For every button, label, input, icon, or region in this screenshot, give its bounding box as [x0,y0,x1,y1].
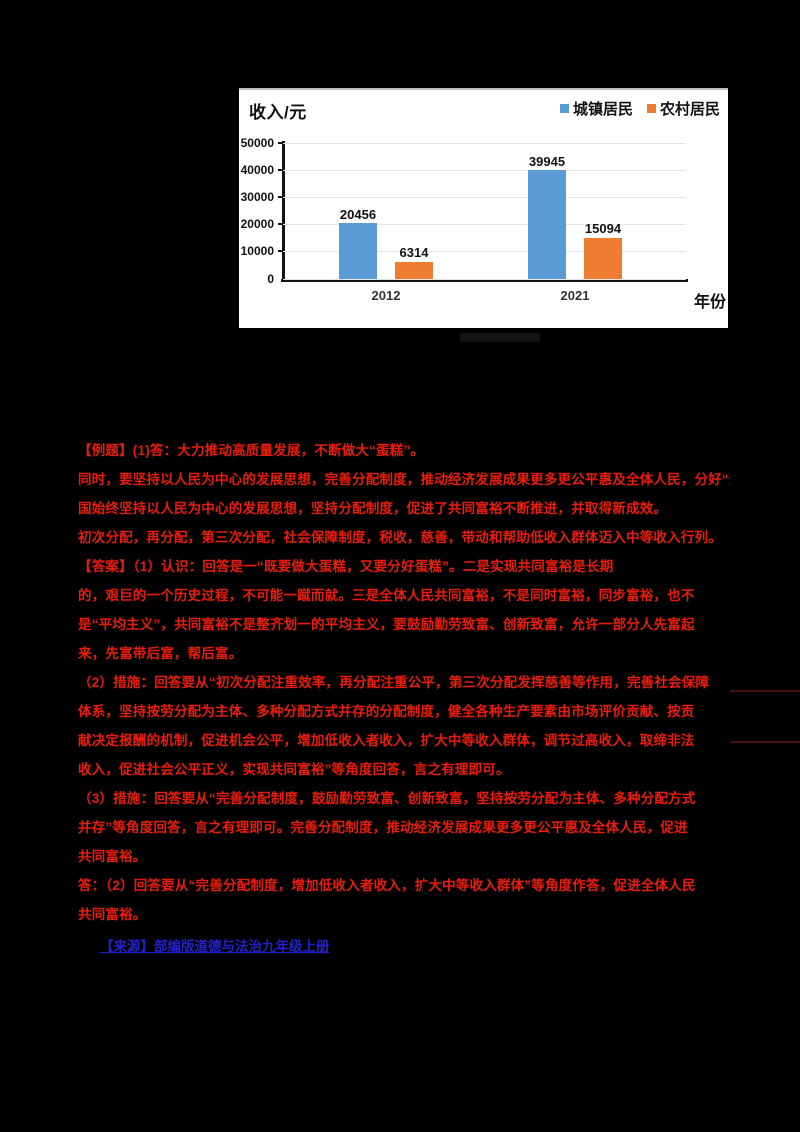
chart-y-tick-label: 50000 [240,136,274,150]
bar-rural-2021 [584,237,622,279]
chart-y-axis-title: 收入/元 [249,103,307,122]
bar-value-rural-2021: 15094 [584,221,622,236]
legend-swatch-rural [646,104,656,113]
bar-urban-2021 [528,170,566,279]
text-line: 收入，促进社会公平正义，实现共同富裕”等角度回答，言之有理即可。 [78,762,510,777]
chart-gridline: 10000 [241,244,686,258]
bar-urban-2012 [339,223,377,279]
text-line: 答：（2）回答要从“完善分配制度，增加低收入者收入，扩大中等收入群体”等角度作答… [78,878,696,893]
chart-y-tick-mark [278,196,283,198]
chart-gridline: 20000 [241,217,686,231]
text-line: 共同富裕。 [78,907,147,922]
chart-gridline: 0 [267,272,686,286]
source-link[interactable]: 【来源】部编版道德与法治九年级上册 [100,939,330,954]
legend-swatch-urban [559,104,569,113]
text-line: 国始终坚持以人民为中心的发展思想，坚持分配制度，促进了共同富裕不断推进，并取得新… [78,501,668,516]
chart-y-tick-label: 0 [267,272,274,286]
bar-value-rural-2012: 6314 [399,245,429,260]
text-line: （3）措施：回答要从“完善分配制度，鼓励勤劳致富、创新致富，坚持按劳分配为主体、… [78,791,696,806]
text-line: 体系，坚持按劳分配为主体、多种分配方式并存的分配制度，健全各种生产要素由市场评价… [78,704,695,719]
text-line: 是“平均主义”，共同富裕不是整齐划一的平均主义，要鼓励勤劳致富、创新致富，允许一… [78,617,695,632]
income-bar-chart-figure: 收入/元 城镇居民 农村居民 50000 40000 30000 20000 [239,88,728,328]
legend-entry-urban: 城镇居民 [559,98,633,119]
chart-gridline: 30000 [241,190,686,204]
chart-gridline: 40000 [241,163,686,177]
bar-rural-2012 [395,261,433,279]
legend-entry-rural: 农村居民 [646,98,720,119]
text-line: 【例题】(1)答：大力推动高质量发展，不断做大“蛋糕”。 [78,443,425,458]
text-line: 来，先富带后富，帮后富。 [78,646,243,661]
x-tick-label-2021: 2021 [560,288,590,303]
text-line: 的，艰巨的一个历史过程，不可能一蹴而就。三是全体人民共同富裕，不是同时富裕，同步… [78,588,695,603]
obscured-answer-text-block: 【例题】(1)答：大力推动高质量发展，不断做大“蛋糕”。 同时，要坚持以人民为中… [78,436,730,956]
text-line: （2）措施：回答要从“初次分配注重效率，再分配注重公平，第三次分配发挥慈善等作用… [78,675,710,690]
chart-y-tick-label: 30000 [240,190,274,204]
text-line: 同时，要坚持以人民为中心的发展思想，完善分配制度，推动经济发展成果更多更公平惠及… [78,472,730,487]
chart-legend: 城镇居民 农村居民 [559,98,720,119]
chart-y-tick-mark [278,169,283,171]
chart-shadow-artifact [460,333,540,342]
chart-gridline: 50000 [241,136,686,150]
bar-value-urban-2012: 20456 [339,207,377,222]
text-line: 共同富裕。 [78,849,147,864]
bar-value-urban-2021: 39945 [528,154,566,169]
chart-plot-area: 50000 40000 30000 20000 10000 0 20456 63… [241,136,688,303]
text-line: 并存”等角度回答，言之有理即可。完善分配制度，推动经济发展成果更多更公平惠及全体… [78,820,688,835]
chart-x-axis-line [281,279,688,282]
chart-y-tick-label: 10000 [240,244,274,258]
chart-y-tick-mark [278,250,283,252]
text-line: 献决定报酬的机制，促进机会公平，增加低收入者收入，扩大中等收入群体，调节过高收入… [78,733,695,748]
chart-y-tick-mark [278,142,283,144]
legend-label-rural: 农村居民 [659,101,720,118]
margin-rule-artifact [730,690,800,692]
legend-label-urban: 城镇居民 [572,101,633,118]
text-line: 初次分配，再分配，第三次分配，社会保障制度，税收，慈善，带动和帮助低收入群体迈入… [78,530,722,545]
chart-y-tick-mark [278,223,283,225]
x-tick-label-2012: 2012 [371,288,401,303]
margin-rule-artifact [730,741,800,743]
chart-y-axis-line [282,141,285,281]
chart-y-tick-label: 40000 [240,163,274,177]
chart-x-axis-title: 年份 [694,294,727,311]
chart-y-tick-label: 20000 [240,217,274,231]
text-line: 【答案】（1）认识：回答是一“既要做大蛋糕，又要分好蛋糕”。二是实现共同富裕是长… [78,559,614,574]
